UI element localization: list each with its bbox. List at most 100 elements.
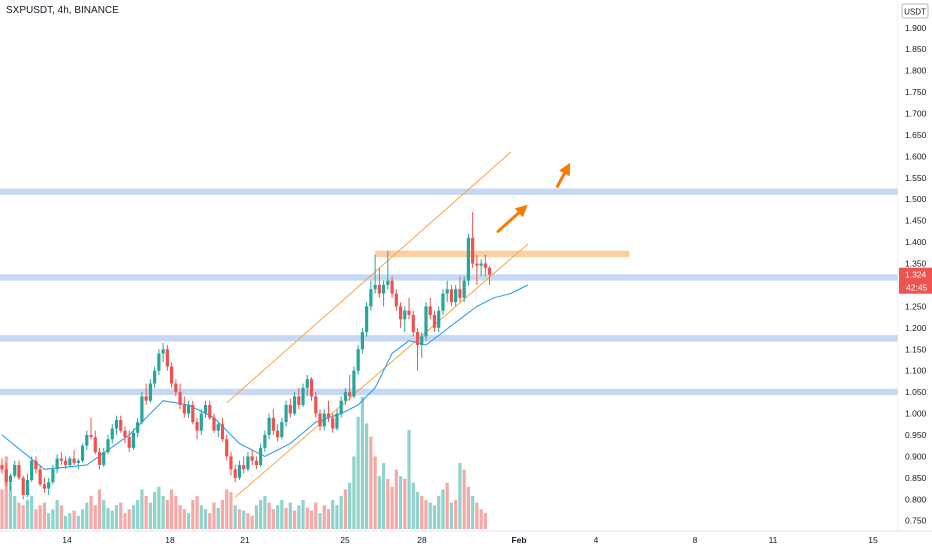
time-tick-label: Feb bbox=[511, 535, 526, 545]
candle-body bbox=[13, 464, 17, 476]
candle bbox=[479, 259, 483, 277]
candle-body bbox=[284, 404, 288, 423]
candle bbox=[475, 254, 479, 285]
volume-bar bbox=[89, 496, 93, 529]
candle bbox=[136, 417, 140, 438]
candle bbox=[441, 289, 445, 315]
volume-bar bbox=[246, 513, 250, 529]
candle-body bbox=[254, 460, 258, 465]
volume-bar bbox=[51, 509, 55, 529]
volume-bar bbox=[148, 502, 152, 529]
candle bbox=[466, 233, 470, 285]
candle-body bbox=[182, 404, 186, 414]
volume-bar bbox=[161, 496, 165, 529]
candle-body bbox=[390, 280, 394, 294]
volume-bar bbox=[131, 505, 136, 529]
candle bbox=[318, 409, 322, 431]
time-tick-label: 8 bbox=[693, 535, 698, 545]
candle-body bbox=[0, 464, 4, 470]
volume-bar bbox=[34, 509, 38, 529]
candle bbox=[0, 458, 4, 474]
candle-body bbox=[475, 263, 479, 266]
candle-body bbox=[199, 413, 203, 431]
price-tick-label: 1.700 bbox=[905, 109, 927, 119]
candle bbox=[259, 443, 263, 468]
candle bbox=[38, 464, 42, 487]
candle-body bbox=[42, 484, 46, 489]
volume-bar bbox=[225, 489, 229, 529]
candle bbox=[411, 310, 415, 337]
volume-bar bbox=[174, 496, 178, 529]
price-tick-label: 1.600 bbox=[905, 151, 927, 161]
candle bbox=[348, 374, 352, 401]
time-axis-bg bbox=[0, 531, 932, 550]
candle-body bbox=[377, 284, 381, 294]
candle bbox=[250, 449, 254, 465]
time-axis: 14 18 21 25 28 Feb 4 8 11 15 bbox=[0, 530, 932, 550]
volume-bar bbox=[352, 456, 356, 529]
volume-bar bbox=[25, 499, 30, 529]
volume-bar bbox=[314, 502, 318, 529]
candle-body bbox=[220, 424, 225, 440]
price-tick-label: 0.900 bbox=[905, 451, 927, 461]
volume-bar bbox=[97, 489, 102, 529]
candle bbox=[47, 477, 51, 495]
candle bbox=[267, 413, 271, 440]
candle bbox=[339, 396, 343, 418]
candle bbox=[59, 452, 63, 465]
volume-bar bbox=[220, 499, 225, 529]
volume-bar bbox=[280, 499, 284, 529]
volume-bar bbox=[382, 463, 386, 529]
price-tick-label: 1.050 bbox=[905, 387, 927, 397]
candle-body bbox=[212, 417, 216, 431]
candle bbox=[93, 430, 97, 455]
candle-body bbox=[441, 293, 445, 311]
candle-body bbox=[64, 460, 68, 465]
currency-label: USDT bbox=[904, 8, 926, 17]
candle bbox=[144, 383, 148, 405]
volume-bar bbox=[292, 510, 297, 529]
candle bbox=[454, 284, 458, 307]
candle bbox=[237, 460, 242, 480]
price-tick-label: 1.100 bbox=[905, 366, 927, 376]
price-tick-label: 1.650 bbox=[905, 130, 927, 140]
candle-body bbox=[144, 396, 148, 401]
volume-bar bbox=[348, 482, 352, 529]
channel-lower-line bbox=[234, 243, 529, 498]
resistance-zone bbox=[375, 250, 630, 258]
volume-bar bbox=[55, 499, 59, 529]
volume-bar bbox=[335, 505, 339, 529]
volume-bar bbox=[165, 499, 169, 529]
volume-bar bbox=[114, 505, 119, 529]
candle-body bbox=[170, 366, 174, 384]
candle bbox=[301, 383, 305, 408]
volume-bar bbox=[369, 436, 373, 529]
volume-bar bbox=[471, 496, 475, 529]
volume-bar bbox=[203, 509, 208, 529]
candle-body bbox=[314, 396, 318, 414]
candle bbox=[186, 400, 191, 418]
candle-body bbox=[127, 437, 131, 448]
candle-body bbox=[360, 332, 364, 350]
candle-body bbox=[326, 413, 331, 418]
candle bbox=[428, 297, 432, 320]
volume-bar bbox=[208, 513, 212, 529]
price-tick-label: 0.850 bbox=[905, 473, 927, 483]
volume-bar bbox=[136, 499, 140, 529]
currency-badge-box bbox=[901, 3, 929, 19]
candle-body bbox=[471, 237, 475, 264]
candle-body bbox=[382, 284, 386, 294]
volume-bar bbox=[326, 509, 331, 529]
volume-bar bbox=[483, 513, 487, 529]
candle bbox=[458, 276, 462, 303]
candle-body bbox=[301, 387, 305, 405]
candle-body bbox=[356, 349, 360, 371]
candle bbox=[377, 267, 381, 298]
volume-bar bbox=[13, 496, 17, 529]
candle bbox=[13, 460, 17, 478]
candle-body bbox=[225, 439, 229, 457]
candle-body bbox=[106, 439, 110, 453]
price-tick-label: 0.750 bbox=[905, 516, 927, 526]
